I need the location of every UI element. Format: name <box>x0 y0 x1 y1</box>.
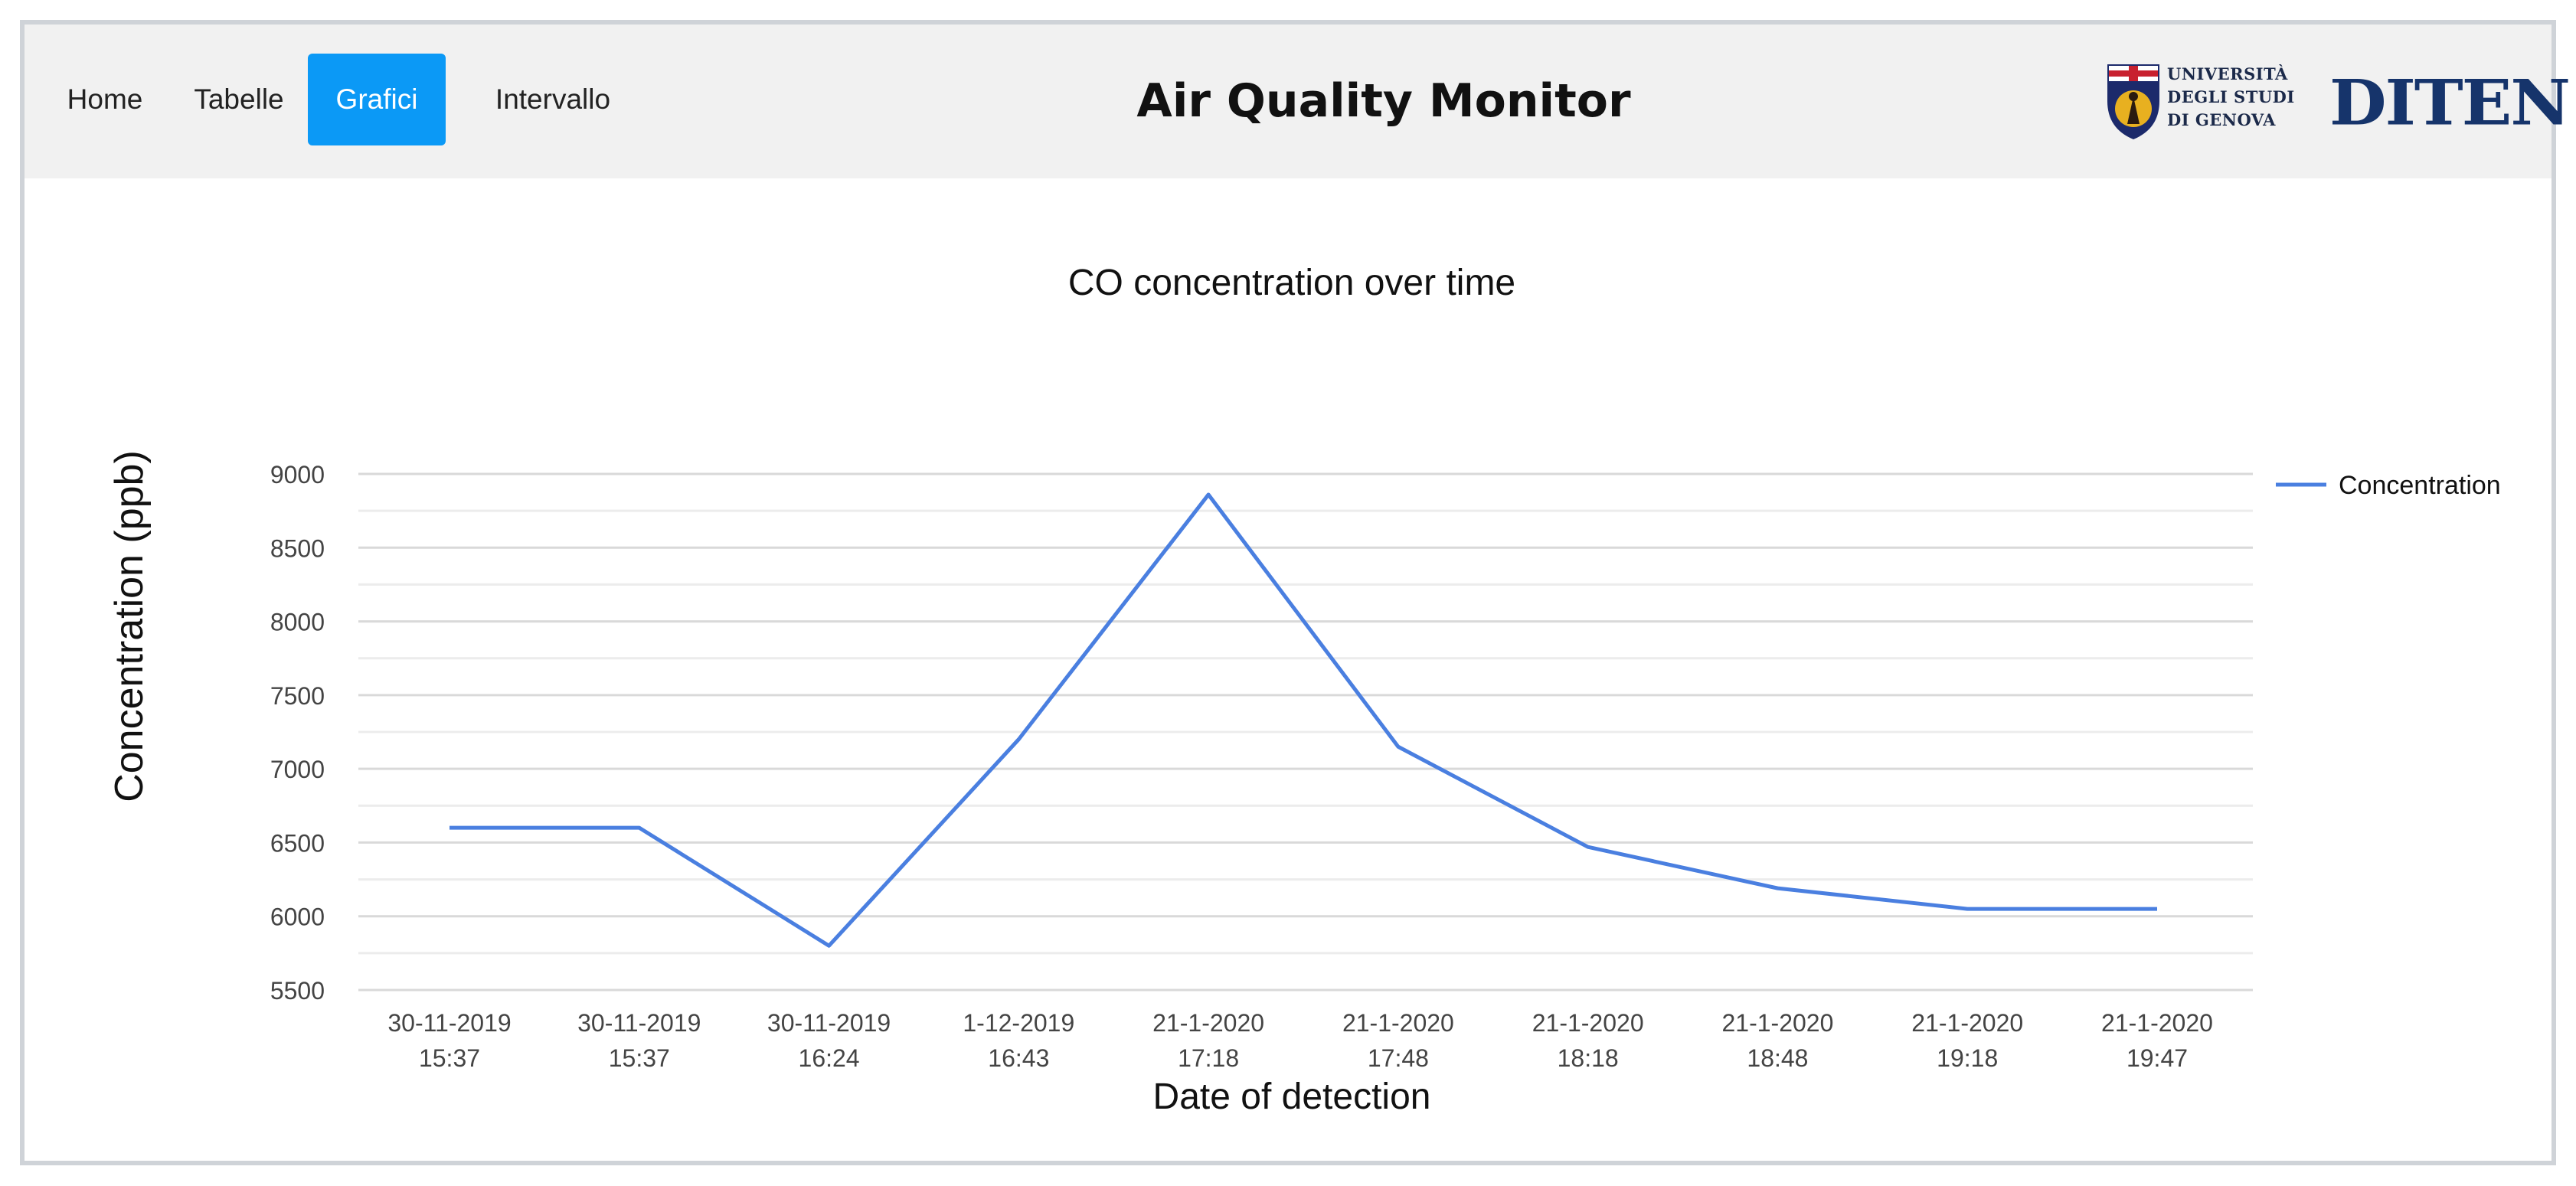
chart-legend: Concentration <box>2276 471 2501 500</box>
chart-title: CO concentration over time <box>1068 263 1515 303</box>
y-tick-label: 7500 <box>270 682 325 710</box>
x-tick-label: 21-1-2020 17:48 <box>1342 1009 1454 1072</box>
unige-logo: UNIVERSITÀ DEGLI STUDI DI GENOVA <box>2103 58 2310 142</box>
x-tick-date: 21-1-2020 <box>2101 1009 2213 1037</box>
x-tick-label: 1-12-2019 16:43 <box>963 1009 1074 1072</box>
x-tick-date: 1-12-2019 <box>963 1009 1074 1037</box>
x-tick-time: 15:37 <box>419 1044 480 1072</box>
page-title: Air Quality Monitor <box>1136 74 1631 128</box>
y-axis-label: Concentration (ppb) <box>107 450 152 802</box>
x-tick-date: 30-11-2019 <box>387 1009 511 1037</box>
unige-line-1: UNIVERSITÀ <box>2167 64 2288 83</box>
x-tick-time: 18:18 <box>1558 1044 1619 1072</box>
x-tick-label: 21-1-2020 19:47 <box>2101 1009 2213 1072</box>
y-tick-label: 7000 <box>270 756 325 783</box>
x-tick-time: 19:18 <box>1937 1044 1998 1072</box>
unige-crest-icon <box>2107 64 2159 139</box>
x-tick-time: 18:48 <box>1747 1044 1808 1072</box>
x-tick-time: 16:43 <box>988 1044 1049 1072</box>
y-tick-label: 8500 <box>270 534 325 562</box>
grid-lines <box>358 472 2253 992</box>
unige-line-3: DI GENOVA <box>2167 110 2276 129</box>
x-tick-date: 30-11-2019 <box>577 1009 701 1037</box>
x-tick-label: 21-1-2020 18:48 <box>1721 1009 1833 1072</box>
x-tick-time: 17:18 <box>1178 1044 1239 1072</box>
y-tick-label: 5500 <box>270 977 325 1005</box>
x-tick-label: 30-11-2019 15:37 <box>387 1009 511 1072</box>
y-tick-label: 8000 <box>270 609 325 636</box>
y-tick-label: 9000 <box>270 461 325 488</box>
series-line-concentration <box>449 492 2157 948</box>
top-navbar: Home Tabelle Grafici Intervallo Air Qual… <box>25 25 2571 178</box>
x-tick-date: 21-1-2020 <box>1721 1009 1833 1037</box>
nav-item-intervallo[interactable]: Intervallo <box>495 83 611 115</box>
x-tick-time: 19:47 <box>2127 1044 2188 1072</box>
x-tick-label: 21-1-2020 17:18 <box>1152 1009 1264 1072</box>
x-tick-date: 30-11-2019 <box>767 1009 891 1037</box>
diten-logo: DITEN <box>2329 66 2571 140</box>
y-tick-label: 6500 <box>270 829 325 857</box>
unige-name: UNIVERSITÀ DEGLI STUDI DI GENOVA <box>2167 63 2320 132</box>
series-layer <box>449 492 2157 948</box>
x-tick-time: 17:48 <box>1368 1044 1429 1072</box>
legend-label[interactable]: Concentration <box>2339 471 2501 500</box>
x-tick-label: 21-1-2020 19:18 <box>1911 1009 2023 1072</box>
x-tick-label: 21-1-2020 18:18 <box>1532 1009 1644 1072</box>
x-tick-label: 30-11-2019 15:37 <box>577 1009 701 1072</box>
x-tick-date: 21-1-2020 <box>1342 1009 1454 1037</box>
x-tick-date: 21-1-2020 <box>1911 1009 2023 1037</box>
x-tick-time: 15:37 <box>609 1044 670 1072</box>
nav-item-home[interactable]: Home <box>67 83 143 115</box>
x-axis-label: Date of detection <box>1153 1077 1431 1117</box>
chart-area: CO concentration over time 5500 6000 6500 7… <box>25 178 2551 1166</box>
x-tick-date: 21-1-2020 <box>1152 1009 1264 1037</box>
unige-line-2: DEGLI STUDI <box>2167 87 2295 106</box>
app-window: Home Tabelle Grafici Intervallo Air Qual… <box>20 20 2571 1166</box>
y-tick-labels: 5500 6000 6500 7000 7500 8000 8500 9000 <box>270 461 325 1005</box>
nav-item-grafici[interactable]: Grafici <box>308 54 446 145</box>
x-tick-date: 21-1-2020 <box>1532 1009 1644 1037</box>
x-tick-time: 16:24 <box>799 1044 860 1072</box>
co-line-chart: CO concentration over time 5500 6000 6500 7… <box>107 263 2501 1117</box>
nav-item-tabelle[interactable]: Tabelle <box>194 83 284 115</box>
x-tick-label: 30-11-2019 16:24 <box>767 1009 891 1072</box>
y-tick-label: 6000 <box>270 903 325 931</box>
